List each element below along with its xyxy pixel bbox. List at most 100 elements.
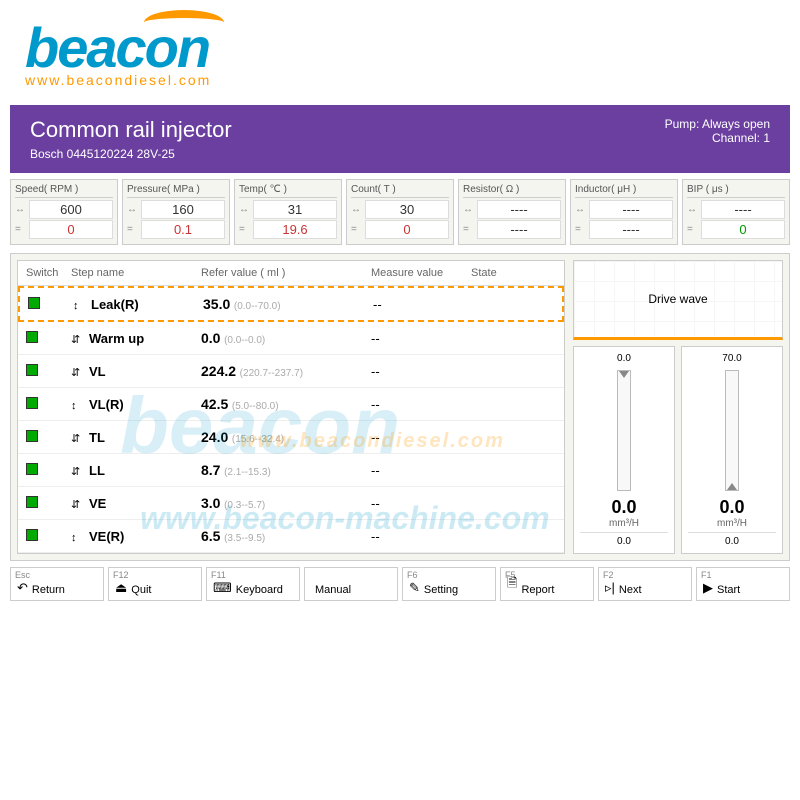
step-type-icon: ⇵ bbox=[71, 432, 85, 445]
gauge-3: Count( T ) ↔30 =0 bbox=[346, 179, 454, 245]
switch-toggle[interactable] bbox=[26, 430, 38, 442]
refer-value: 35.0 bbox=[203, 296, 230, 312]
gauge-setpoint[interactable]: 160 bbox=[141, 200, 225, 219]
gauge-setpoint[interactable]: ---- bbox=[589, 200, 673, 219]
actual-icon: = bbox=[239, 224, 249, 235]
shortcut-label: Esc bbox=[15, 570, 30, 580]
gauge-label: Resistor( Ω ) bbox=[463, 184, 561, 198]
switch-toggle[interactable] bbox=[28, 297, 40, 309]
shortcut-label: F2 bbox=[603, 570, 614, 580]
button-label: Manual bbox=[315, 584, 351, 596]
gauge-actual: ---- bbox=[589, 220, 673, 239]
meter-max: 0.0 bbox=[617, 353, 631, 364]
app-header: Common rail injector Bosch 0445120224 28… bbox=[10, 105, 790, 173]
switch-toggle[interactable] bbox=[26, 331, 38, 343]
table-row[interactable]: ↕VL(R) 42.5 (5.0--80.0) -- bbox=[18, 388, 564, 421]
col-switch: Switch bbox=[26, 267, 71, 279]
table-row[interactable]: ⇵Warm up 0.0 (0.0--0.0) -- bbox=[18, 322, 564, 355]
table-row[interactable]: ⇵ LL 8.7 (2.1--15.3) -- bbox=[18, 454, 564, 487]
flow-meter-0: 0.0 0.0 mm³/H 0.0 bbox=[573, 346, 675, 554]
table-row[interactable]: ↕VE(R) 6.5 (3.5--9.5) -- bbox=[18, 520, 564, 553]
step-name: VE(R) bbox=[89, 529, 124, 544]
col-refer: Refer value ( ml ) bbox=[201, 267, 371, 279]
setpoint-icon: ↔ bbox=[687, 204, 697, 215]
switch-toggle[interactable] bbox=[26, 463, 38, 475]
setpoint-icon: ↔ bbox=[351, 204, 361, 215]
step-name: VL(R) bbox=[89, 397, 124, 412]
gauge-setpoint[interactable]: ---- bbox=[701, 200, 785, 219]
meter-value: 0.0 bbox=[611, 497, 636, 518]
gauge-actual: 0 bbox=[29, 220, 113, 239]
refer-range: (15.6--32.4) bbox=[232, 434, 284, 445]
manual-button[interactable]: Manual bbox=[304, 567, 398, 601]
gauge-1: Pressure( MPa ) ↔160 =0.1 bbox=[122, 179, 230, 245]
refer-value: 42.5 bbox=[201, 396, 228, 412]
measure-value: -- bbox=[371, 529, 471, 544]
keyboard-button[interactable]: F11⌨Keyboard bbox=[206, 567, 300, 601]
switch-toggle[interactable] bbox=[26, 529, 38, 541]
setting-button[interactable]: F6✎Setting bbox=[402, 567, 496, 601]
refer-range: (2.1--15.3) bbox=[224, 467, 271, 478]
arrow-up-icon bbox=[727, 483, 737, 490]
meter-unit: mm³/H bbox=[609, 518, 639, 529]
gauge-setpoint[interactable]: 31 bbox=[253, 200, 337, 219]
meter-min: 0.0 bbox=[688, 532, 776, 547]
gauge-2: Temp( ℃ ) ↔31 =19.6 bbox=[234, 179, 342, 245]
gauge-setpoint[interactable]: ---- bbox=[477, 200, 561, 219]
page-title: Common rail injector bbox=[30, 117, 232, 143]
setpoint-icon: ↔ bbox=[575, 204, 585, 215]
gauge-actual: 0 bbox=[701, 220, 785, 239]
button-label: Report bbox=[521, 584, 554, 596]
button-label: Setting bbox=[424, 584, 458, 596]
gauge-setpoint[interactable]: 600 bbox=[29, 200, 113, 219]
table-row[interactable]: ⇵VL 224.2 (220.7--237.7) -- bbox=[18, 355, 564, 388]
return-button[interactable]: Esc↶Return bbox=[10, 567, 104, 601]
col-state: State bbox=[471, 267, 556, 279]
switch-toggle[interactable] bbox=[26, 364, 38, 376]
step-type-icon: ⇵ bbox=[71, 465, 85, 478]
report-button[interactable]: F5🗎Report bbox=[500, 567, 594, 601]
gauge-6: BIP ( μs ) ↔---- =0 bbox=[682, 179, 790, 245]
refer-value: 8.7 bbox=[201, 462, 220, 478]
quit-button[interactable]: F12⏏Quit bbox=[108, 567, 202, 601]
measure-value: -- bbox=[371, 496, 471, 511]
shortcut-label: F6 bbox=[407, 570, 418, 580]
button-icon: ⏏ bbox=[115, 580, 127, 596]
actual-icon: = bbox=[463, 224, 473, 235]
step-name: VE bbox=[89, 496, 106, 511]
button-label: Next bbox=[619, 584, 642, 596]
footer-toolbar: Esc↶ReturnF12⏏QuitF11⌨Keyboard Manual F6✎S… bbox=[10, 567, 790, 601]
refer-range: (0.0--0.0) bbox=[224, 335, 265, 346]
table-row[interactable]: ⇵VE 3.0 (0.3--5.7) -- bbox=[18, 487, 564, 520]
step-table: Switch Step name Refer value ( ml ) Meas… bbox=[17, 260, 565, 554]
gauge-setpoint[interactable]: 30 bbox=[365, 200, 449, 219]
refer-range: (0.3--5.7) bbox=[224, 500, 265, 511]
switch-toggle[interactable] bbox=[26, 397, 38, 409]
meter-min: 0.0 bbox=[580, 532, 668, 547]
button-label: Return bbox=[32, 584, 65, 596]
channel-status: Channel: 1 bbox=[665, 131, 770, 145]
refer-range: (0.0--70.0) bbox=[234, 301, 281, 312]
refer-value: 24.0 bbox=[201, 429, 228, 445]
button-icon: ▶ bbox=[703, 580, 713, 596]
setpoint-icon: ↔ bbox=[127, 204, 137, 215]
shortcut-label: F5 bbox=[505, 570, 516, 580]
switch-toggle[interactable] bbox=[26, 496, 38, 508]
meter-value: 0.0 bbox=[719, 497, 744, 518]
measure-value: -- bbox=[371, 463, 471, 478]
next-button[interactable]: F2▹|Next bbox=[598, 567, 692, 601]
gauge-actual: 0.1 bbox=[141, 220, 225, 239]
shortcut-label: F11 bbox=[211, 570, 226, 580]
step-name: LL bbox=[89, 463, 105, 478]
step-name: Leak(R) bbox=[91, 297, 139, 312]
flow-meter-1: 70.0 0.0 mm³/H 0.0 bbox=[681, 346, 783, 554]
gauge-actual: 0 bbox=[365, 220, 449, 239]
button-icon: ⌨ bbox=[213, 580, 232, 596]
drive-wave-panel: Drive wave bbox=[573, 260, 783, 340]
table-row[interactable]: ⇵TL 24.0 (15.6--32.4) -- bbox=[18, 421, 564, 454]
table-row[interactable]: ↕Leak(R) 35.0 (0.0--70.0) -- bbox=[18, 286, 564, 322]
start-button[interactable]: F1▶Start bbox=[696, 567, 790, 601]
actual-icon: = bbox=[127, 224, 137, 235]
shortcut-label: F1 bbox=[701, 570, 712, 580]
refer-range: (5.0--80.0) bbox=[232, 401, 279, 412]
